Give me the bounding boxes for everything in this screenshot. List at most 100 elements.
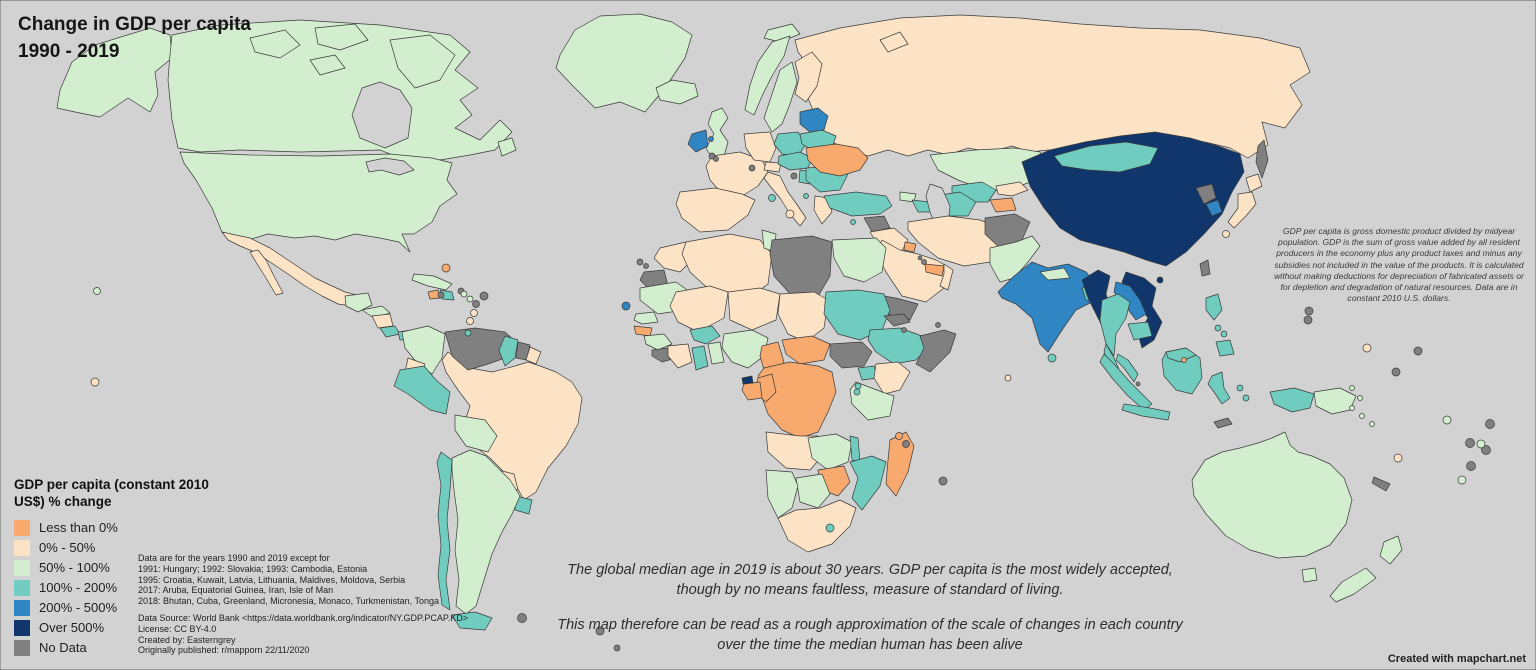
- country-oman: [939, 263, 954, 291]
- country-kenya: [873, 361, 911, 395]
- legend-swatch: [14, 599, 30, 616]
- country-alaska: [56, 27, 173, 118]
- country-chad: [777, 291, 829, 343]
- country-chile: [436, 451, 453, 611]
- country-venezuela: [444, 327, 519, 371]
- tasmania: [1301, 567, 1318, 583]
- legend-item: 100% - 200%: [14, 578, 209, 598]
- country-russia: [794, 14, 1311, 159]
- title-line2: 1990 - 2019: [18, 40, 120, 62]
- legend: GDP per capita (constant 2010 US$) % cha…: [14, 477, 209, 658]
- notes-line: 2017: Aruba, Equatorial Guinea, Iran, Is…: [138, 585, 334, 596]
- notes-line: Data are for the years 1990 and 2019 exc…: [138, 553, 330, 563]
- new-caledonia: [1371, 476, 1391, 492]
- country-austria: [763, 161, 782, 173]
- country-north-korea: [1195, 183, 1217, 205]
- map-regions: [56, 13, 1495, 652]
- legend-items: Less than 0% 0% - 50% 50% - 100% 100% - …: [14, 518, 209, 658]
- legend-swatch: [14, 579, 30, 596]
- country-kuwait: [903, 241, 917, 253]
- page-title: Change in GDP per capita 1990 - 2019: [18, 12, 251, 65]
- country-japan-hokkaido: [1245, 173, 1263, 193]
- license: License: CC BY-4.0: [138, 623, 217, 634]
- notes-line: 1995: Croatia, Kuwait, Latvia, Lithuania…: [138, 574, 406, 585]
- published: Originally published: r/mapporn 22/11/20…: [138, 645, 310, 656]
- country-guatemala-belize: [344, 292, 373, 313]
- country-guyana: [498, 335, 519, 367]
- country-ethiopia: [867, 327, 931, 365]
- legend-label: 200% - 500%: [39, 600, 118, 616]
- indonesia-sulawesi: [1207, 371, 1231, 405]
- commentary: The global median age in 2019 is about 3…: [555, 560, 1185, 655]
- legend-label: Less than 0%: [39, 520, 118, 536]
- arctic-island: [309, 54, 346, 76]
- legend-swatch: [14, 539, 30, 556]
- title-line1: Change in GDP per capita: [18, 14, 251, 35]
- country-baltics: [799, 107, 829, 133]
- legend-item: Less than 0%: [14, 518, 209, 538]
- country-laos: [1113, 281, 1147, 321]
- country-italy: [763, 171, 807, 227]
- country-togo-benin: [707, 341, 725, 365]
- legend-item: 50% - 100%: [14, 558, 209, 578]
- country-nepal: [1039, 267, 1071, 281]
- country-eritrea: [883, 313, 911, 327]
- country-gabon: [741, 381, 763, 401]
- arctic-island: [249, 29, 301, 59]
- country-bolivia: [454, 414, 498, 453]
- country-australia: [1191, 431, 1353, 559]
- legend-item: Over 500%: [14, 618, 209, 638]
- country-burkina-faso: [689, 325, 721, 345]
- timor: [1213, 417, 1233, 429]
- legend-item: 0% - 50%: [14, 538, 209, 558]
- commentary-para1: The global median age in 2019 is about 3…: [567, 562, 1173, 598]
- gdp-definition: GDP per capita is gross domestic product…: [1274, 226, 1524, 304]
- country-iceland: [655, 79, 699, 105]
- country-ukraine: [805, 143, 869, 177]
- mapchart-credit: Created with mapchart.net: [1387, 653, 1526, 665]
- legend-swatch: [14, 619, 30, 636]
- nodata-dots: [437, 152, 1495, 652]
- malaysia-borneo: [1165, 347, 1197, 363]
- country-japan-honshu: [1227, 191, 1257, 229]
- arctic-island: [314, 23, 369, 51]
- country-uae: [924, 263, 945, 277]
- data-notes: Data are for the years 1990 and 2019 exc…: [138, 553, 468, 656]
- country-kyrgyzstan: [995, 181, 1029, 197]
- country-mongolia: [1053, 141, 1159, 173]
- legend-label: 100% - 200%: [39, 580, 118, 596]
- legend-label: 50% - 100%: [39, 560, 110, 576]
- baja-california: [249, 249, 284, 296]
- orange-dots: [441, 263, 1187, 440]
- green-dots: [93, 287, 1486, 485]
- country-niger: [727, 287, 781, 331]
- hudson-bay: [351, 81, 413, 149]
- country-turkey: [823, 191, 893, 217]
- indonesia-sumatra: [1099, 353, 1153, 411]
- sakhalin: [1255, 139, 1269, 179]
- novaya-zemlya: [879, 31, 909, 53]
- country-somalia: [915, 329, 957, 373]
- source-block: Data Source: World Bank <https://data.wo…: [138, 613, 468, 656]
- country-malawi: [849, 435, 861, 463]
- country-taiwan: [1199, 259, 1211, 277]
- country-spain-portugal: [675, 187, 756, 233]
- legend-swatch: [14, 559, 30, 576]
- country-pakistan: [989, 235, 1041, 283]
- cream-dots: [90, 209, 1403, 463]
- data-source: Data Source: World Bank <https://data.wo…: [138, 612, 469, 623]
- legend-item: No Data: [14, 638, 209, 658]
- new-zealand-south: [1329, 567, 1377, 603]
- country-south-sudan: [829, 341, 873, 369]
- country-thailand: [1099, 293, 1131, 357]
- legend-title: GDP per capita (constant 2010 US$) % cha…: [14, 477, 209, 509]
- notes-line: 1991: Hungary; 1992: Slovakia; 1993: Cam…: [138, 563, 368, 574]
- legend-swatch: [14, 639, 30, 656]
- country-mozambique: [849, 455, 887, 511]
- country-syria: [863, 215, 891, 233]
- country-equatorial-guinea: [741, 375, 754, 385]
- country-india: [997, 261, 1099, 353]
- country-zambia: [807, 433, 853, 471]
